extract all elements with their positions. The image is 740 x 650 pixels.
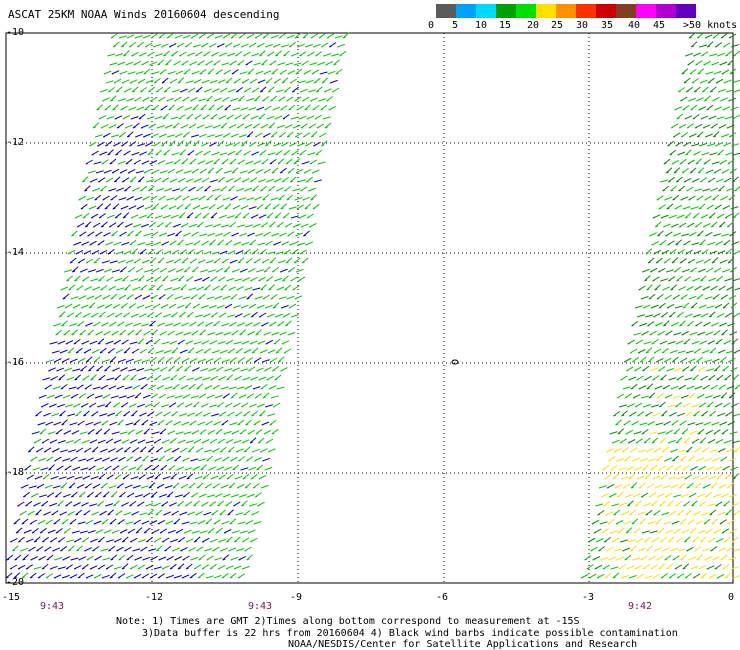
scale-color-swatch: [636, 4, 656, 18]
scale-color-swatch: [576, 4, 596, 18]
scale-color-swatch: [516, 4, 536, 18]
scale-label: 25: [551, 20, 564, 31]
lat-tick-label: -16: [6, 357, 25, 368]
scale-color-swatch: [496, 4, 516, 18]
right-swath-wind-barbs: [580, 32, 740, 579]
map-frame: [5, 32, 734, 584]
scale-label: 35: [601, 20, 614, 31]
scale-label: 5: [452, 20, 459, 31]
lon-tick-label: 0: [728, 592, 735, 603]
scale-label: 15: [499, 20, 512, 31]
scale-color-swatch: [456, 4, 476, 18]
scale-color-swatch: [536, 4, 556, 18]
scale-label: 10: [475, 20, 488, 31]
lat-tick-label: -10: [6, 27, 25, 38]
lon-tick-label: -9: [290, 592, 303, 603]
pass-time-label: 9:43: [248, 601, 273, 612]
lon-tick-label: -12: [145, 592, 164, 603]
lat-tick-label: -18: [6, 467, 25, 478]
island-marker: [451, 359, 459, 365]
lat-tick-label: -20: [6, 577, 25, 588]
scale-color-swatch: [616, 4, 636, 18]
map-title: ASCAT 25KM NOAA Winds 20160604 descendin…: [8, 8, 280, 21]
wind-speed-color-scale: [436, 4, 696, 18]
lon-tick-label: -15: [2, 592, 21, 603]
scale-label: 0: [428, 20, 435, 31]
lon-tick-label: -3: [582, 592, 595, 603]
scale-label: 45: [653, 20, 666, 31]
scale-color-swatch: [656, 4, 676, 18]
scale-color-swatch: [436, 4, 456, 18]
scale-color-swatch: [676, 4, 696, 18]
footer-note-line1: Note: 1) Times are GMT 2)Times along bot…: [116, 616, 580, 627]
lon-tick-label: -6: [436, 592, 449, 603]
scale-color-swatch: [596, 4, 616, 18]
scale-color-swatch: [476, 4, 496, 18]
scale-label: 30: [576, 20, 589, 31]
footer-note-line2: 3)Data buffer is 22 hrs from 20160604 4)…: [142, 628, 678, 639]
scale-label: 20: [527, 20, 540, 31]
scale-color-swatch: [556, 4, 576, 18]
pass-time-label: 9:42: [628, 601, 653, 612]
footer-credit: NOAA/NESDIS/Center for Satellite Applica…: [288, 639, 638, 650]
left-swath-wind-barbs: [5, 32, 350, 579]
lat-lon-grid: [6, 33, 733, 583]
wind-speed-scale-labels: 0 5 10 15 20 25 30 35 40 45 >50 knots: [428, 20, 740, 32]
lat-tick-label: -14: [6, 247, 25, 258]
scale-label: 40: [628, 20, 641, 31]
pass-time-label: 9:43: [40, 601, 65, 612]
lat-tick-label: -12: [6, 137, 25, 148]
scale-label: >50 knots: [683, 20, 738, 31]
